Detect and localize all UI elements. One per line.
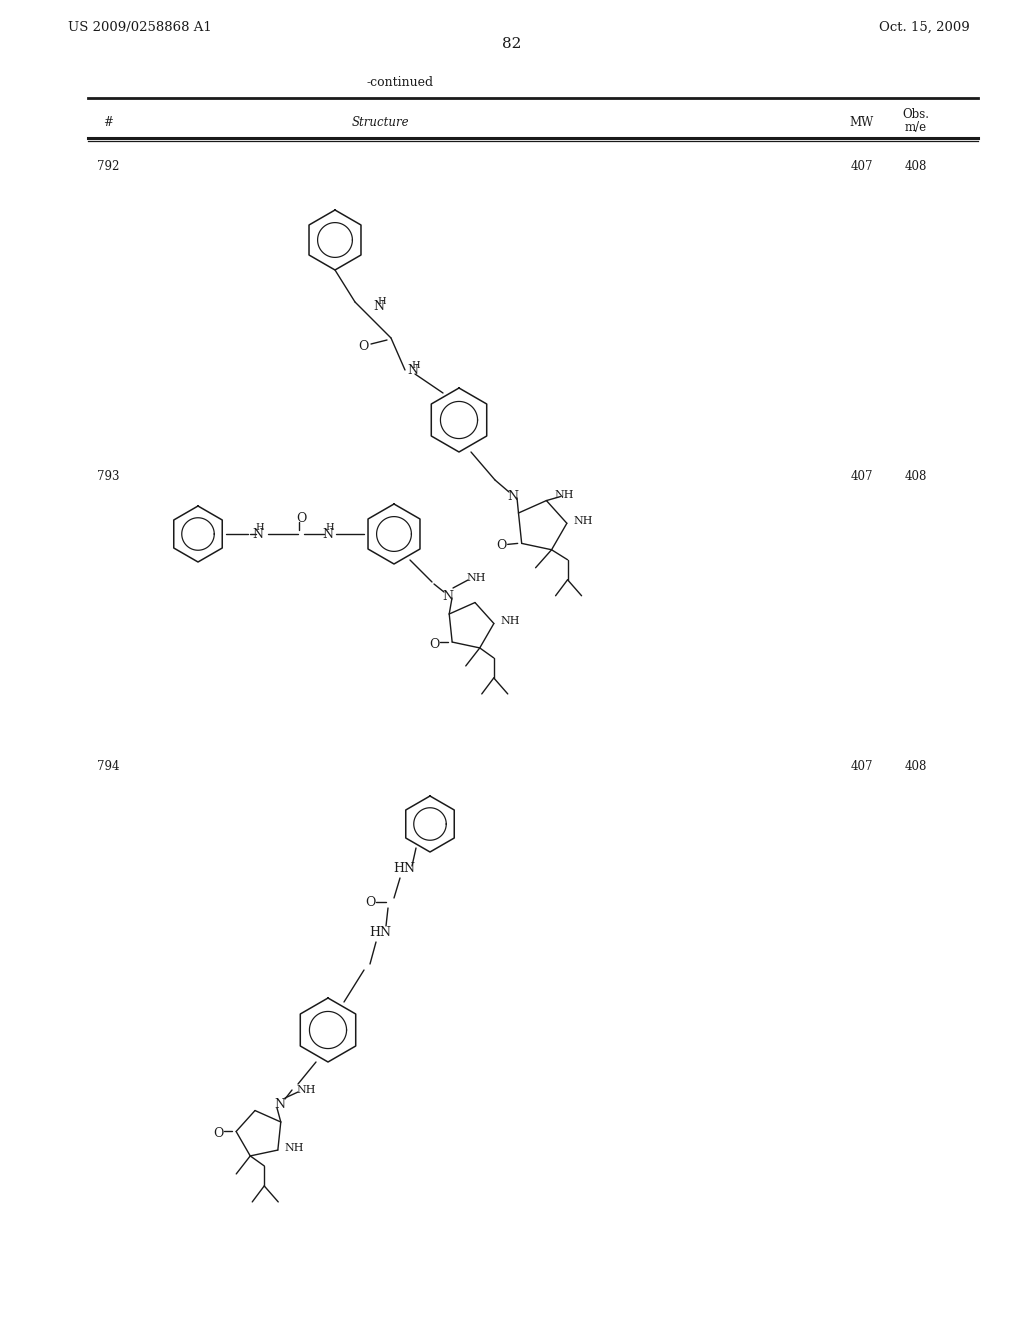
Text: N: N xyxy=(373,300,384,313)
Text: 408: 408 xyxy=(905,760,927,774)
Text: MW: MW xyxy=(850,116,874,128)
Text: HN: HN xyxy=(369,925,391,939)
Text: O: O xyxy=(429,638,439,651)
Text: 408: 408 xyxy=(905,160,927,173)
Text: NH: NH xyxy=(466,573,485,583)
Text: N: N xyxy=(323,528,334,540)
Text: H: H xyxy=(256,523,264,532)
Text: Oct. 15, 2009: Oct. 15, 2009 xyxy=(880,21,970,33)
Text: O: O xyxy=(213,1127,223,1140)
Text: N: N xyxy=(274,1097,286,1110)
Text: 407: 407 xyxy=(851,760,873,774)
Text: NH: NH xyxy=(296,1085,315,1096)
Text: 794: 794 xyxy=(96,760,119,774)
Text: -continued: -continued xyxy=(367,75,433,88)
Text: N: N xyxy=(253,528,263,540)
Text: 793: 793 xyxy=(96,470,119,483)
Text: 792: 792 xyxy=(97,160,119,173)
Text: NH: NH xyxy=(284,1143,303,1154)
Text: 407: 407 xyxy=(851,160,873,173)
Text: O: O xyxy=(296,511,306,524)
Text: #: # xyxy=(103,116,113,128)
Text: Obs.: Obs. xyxy=(902,108,930,121)
Text: HN: HN xyxy=(393,862,415,874)
Text: 407: 407 xyxy=(851,470,873,483)
Text: NH: NH xyxy=(555,490,574,499)
Text: NH: NH xyxy=(573,516,593,527)
Text: m/e: m/e xyxy=(905,120,927,133)
Text: H: H xyxy=(377,297,386,306)
Text: US 2009/0258868 A1: US 2009/0258868 A1 xyxy=(68,21,212,33)
Text: 408: 408 xyxy=(905,470,927,483)
Text: 82: 82 xyxy=(503,37,521,51)
Text: N: N xyxy=(442,590,454,602)
Text: O: O xyxy=(357,339,369,352)
Text: O: O xyxy=(497,539,507,552)
Text: N: N xyxy=(508,490,518,503)
Text: H: H xyxy=(411,362,420,371)
Text: NH: NH xyxy=(500,616,519,627)
Text: O: O xyxy=(365,895,375,908)
Text: N: N xyxy=(407,363,418,376)
Text: Structure: Structure xyxy=(351,116,409,128)
Text: H: H xyxy=(326,523,334,532)
